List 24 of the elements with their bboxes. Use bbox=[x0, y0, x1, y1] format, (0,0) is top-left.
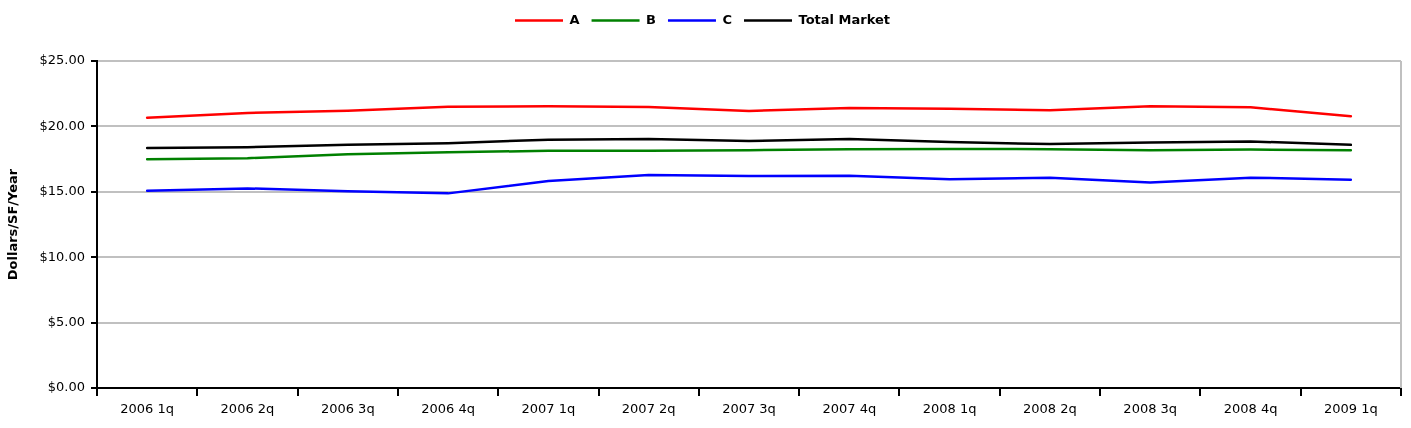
y-tick-label: $5.00 bbox=[47, 313, 85, 329]
x-tick-label: 2007 1q bbox=[521, 401, 576, 417]
y-tick-label: $20.00 bbox=[39, 117, 85, 133]
x-tick-label: 2009 1q bbox=[1323, 401, 1378, 417]
y-tick-label: $15.00 bbox=[39, 183, 85, 199]
x-tick-label: 2008 2q bbox=[1023, 401, 1077, 417]
y-tick-label: $10.00 bbox=[39, 248, 85, 264]
x-tick-label: 2006 1q bbox=[120, 401, 175, 417]
x-tick-label: 2006 2q bbox=[220, 401, 275, 417]
y-tick-label: $25.00 bbox=[39, 52, 85, 68]
legend-label: A bbox=[569, 11, 580, 27]
legend-label: C bbox=[722, 11, 733, 27]
y-tick-label: $0.00 bbox=[47, 379, 85, 395]
legend-label: B bbox=[646, 11, 656, 27]
x-tick-label: 2006 4q bbox=[421, 401, 475, 417]
x-tick-label: 2007 4q bbox=[822, 401, 877, 417]
x-tick-label: 2008 4q bbox=[1223, 401, 1278, 417]
x-tick-label: 2007 2q bbox=[621, 401, 676, 417]
x-tick-label: 2006 3q bbox=[320, 401, 375, 417]
y-axis-title: Dollars/SF/Year bbox=[5, 168, 21, 281]
x-tick-label: 2008 1q bbox=[922, 401, 977, 417]
x-tick-label: 2007 3q bbox=[722, 401, 776, 417]
x-tick-label: 2008 3q bbox=[1123, 401, 1178, 417]
legend-label: Total Market bbox=[798, 11, 891, 27]
